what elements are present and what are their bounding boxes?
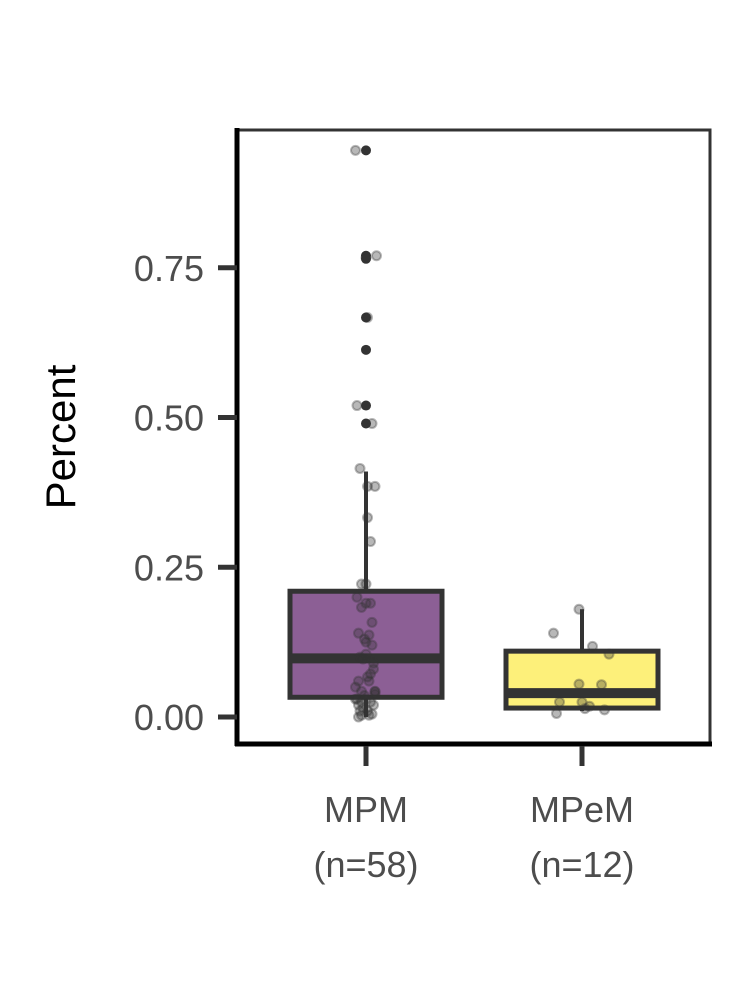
mpm-jitter-point <box>360 636 372 648</box>
mpm-outlier-point <box>361 418 371 429</box>
mpm-jitter-point <box>354 651 366 663</box>
mpm-jitter-point <box>350 693 361 705</box>
mpem-x-label-count: (n=12) <box>529 844 634 885</box>
mpem-jitter-point <box>603 648 615 660</box>
mpm-jitter-point <box>369 686 381 698</box>
mpem-jitter-point <box>579 703 591 715</box>
mpem-x-label-name: MPeM <box>530 789 634 830</box>
mpm-jitter-point <box>365 668 376 680</box>
y-axis-title: Percent <box>37 364 84 509</box>
mpm-jitter-point <box>371 250 382 262</box>
mpem-jitter-point <box>573 678 585 690</box>
mpm-jitter-point <box>365 696 376 708</box>
mpem-jitter-point <box>551 707 562 719</box>
mpm-jitter-point <box>369 685 381 697</box>
mpm-jitter-point <box>362 480 373 492</box>
mpm-jitter-point <box>363 709 375 721</box>
mpm-jitter-point <box>351 400 363 412</box>
mpem-jitter-point <box>576 696 588 708</box>
mpm-jitter-point <box>366 708 378 720</box>
mpem-jitter-point <box>554 696 565 708</box>
points-layer <box>350 144 615 723</box>
box-layer <box>287 145 661 718</box>
mpm-jitter-point <box>353 699 364 711</box>
mpm-outlier-point <box>361 145 371 156</box>
mpm-jitter-point <box>354 462 366 474</box>
mpm-jitter-point <box>368 663 379 675</box>
mpm-jitter-point <box>360 648 372 660</box>
mpm-outlier-point <box>361 312 371 323</box>
mpm-jitter-point <box>360 693 372 705</box>
mpem-jitter-point <box>548 627 559 639</box>
mpm-jitter-point <box>368 699 379 711</box>
mpm-jitter-point <box>369 688 381 700</box>
mpm-x-label-name: MPM <box>324 789 408 830</box>
mpm-outlier-point <box>361 344 371 355</box>
mpm-jitter-point <box>353 675 364 687</box>
mpm-jitter-point <box>356 601 367 613</box>
mpem-jitter-point <box>573 603 585 615</box>
mpm-jitter-point <box>365 597 376 609</box>
mpm-jitter-point <box>360 597 372 609</box>
mpm-jitter-point <box>356 709 367 721</box>
mpm-jitter-point <box>356 685 367 697</box>
mpm-jitter-point <box>357 702 369 714</box>
y-tick-label: 0.25 <box>134 547 204 588</box>
y-axis: 0.00 0.25 0.50 0.75 <box>134 248 237 738</box>
mpm-jitter-point <box>362 705 373 717</box>
mpm-jitter-point <box>353 711 364 723</box>
mpm-outlier-point <box>361 400 371 411</box>
mpm-jitter-point <box>359 689 370 701</box>
mpm-jitter-point <box>350 681 361 693</box>
mpm-jitter-point <box>359 633 370 645</box>
mpm-x-label-count: (n=58) <box>313 844 418 885</box>
mpm-jitter-point <box>369 480 381 492</box>
mpem-jitter-point <box>584 700 595 712</box>
mpm-jitter-point <box>356 578 367 590</box>
mpem-jitter-point <box>596 679 607 691</box>
mpem-jitter-point <box>587 640 598 652</box>
mpem-jitter-point <box>599 704 610 716</box>
y-tick-label: 0.00 <box>134 697 204 738</box>
mpm-jitter-point <box>360 252 372 264</box>
mpm-jitter-point <box>357 653 369 665</box>
mpm-jitter-point <box>362 512 373 524</box>
x-axis: MPM (n=58) MPeM (n=12) <box>313 746 635 885</box>
mpm-jitter-point <box>366 639 378 651</box>
mpm-jitter-point <box>350 144 361 156</box>
y-tick-label: 0.75 <box>134 248 204 289</box>
mpm-jitter-point <box>356 696 367 708</box>
mpem-box <box>503 648 661 711</box>
mpm-jitter-point <box>366 616 378 628</box>
mpm-jitter-point <box>363 629 375 641</box>
mpm-jitter-point <box>362 311 373 323</box>
mpm-jitter-point <box>351 693 363 705</box>
mpm-jitter-point <box>365 536 376 548</box>
mpm-jitter-point <box>366 418 378 430</box>
y-tick-label: 0.50 <box>134 398 204 439</box>
mpm-jitter-point <box>353 627 364 639</box>
mpm-jitter-point <box>362 671 373 683</box>
mpm-jitter-point <box>363 675 375 687</box>
mpm-jitter-point <box>368 657 379 669</box>
mpm-jitter-point <box>354 705 366 717</box>
mpm-jitter-point <box>360 578 372 590</box>
mpm-outlier-point <box>361 253 371 264</box>
mpm-box <box>287 588 445 700</box>
mpm-jitter-point <box>351 591 363 603</box>
